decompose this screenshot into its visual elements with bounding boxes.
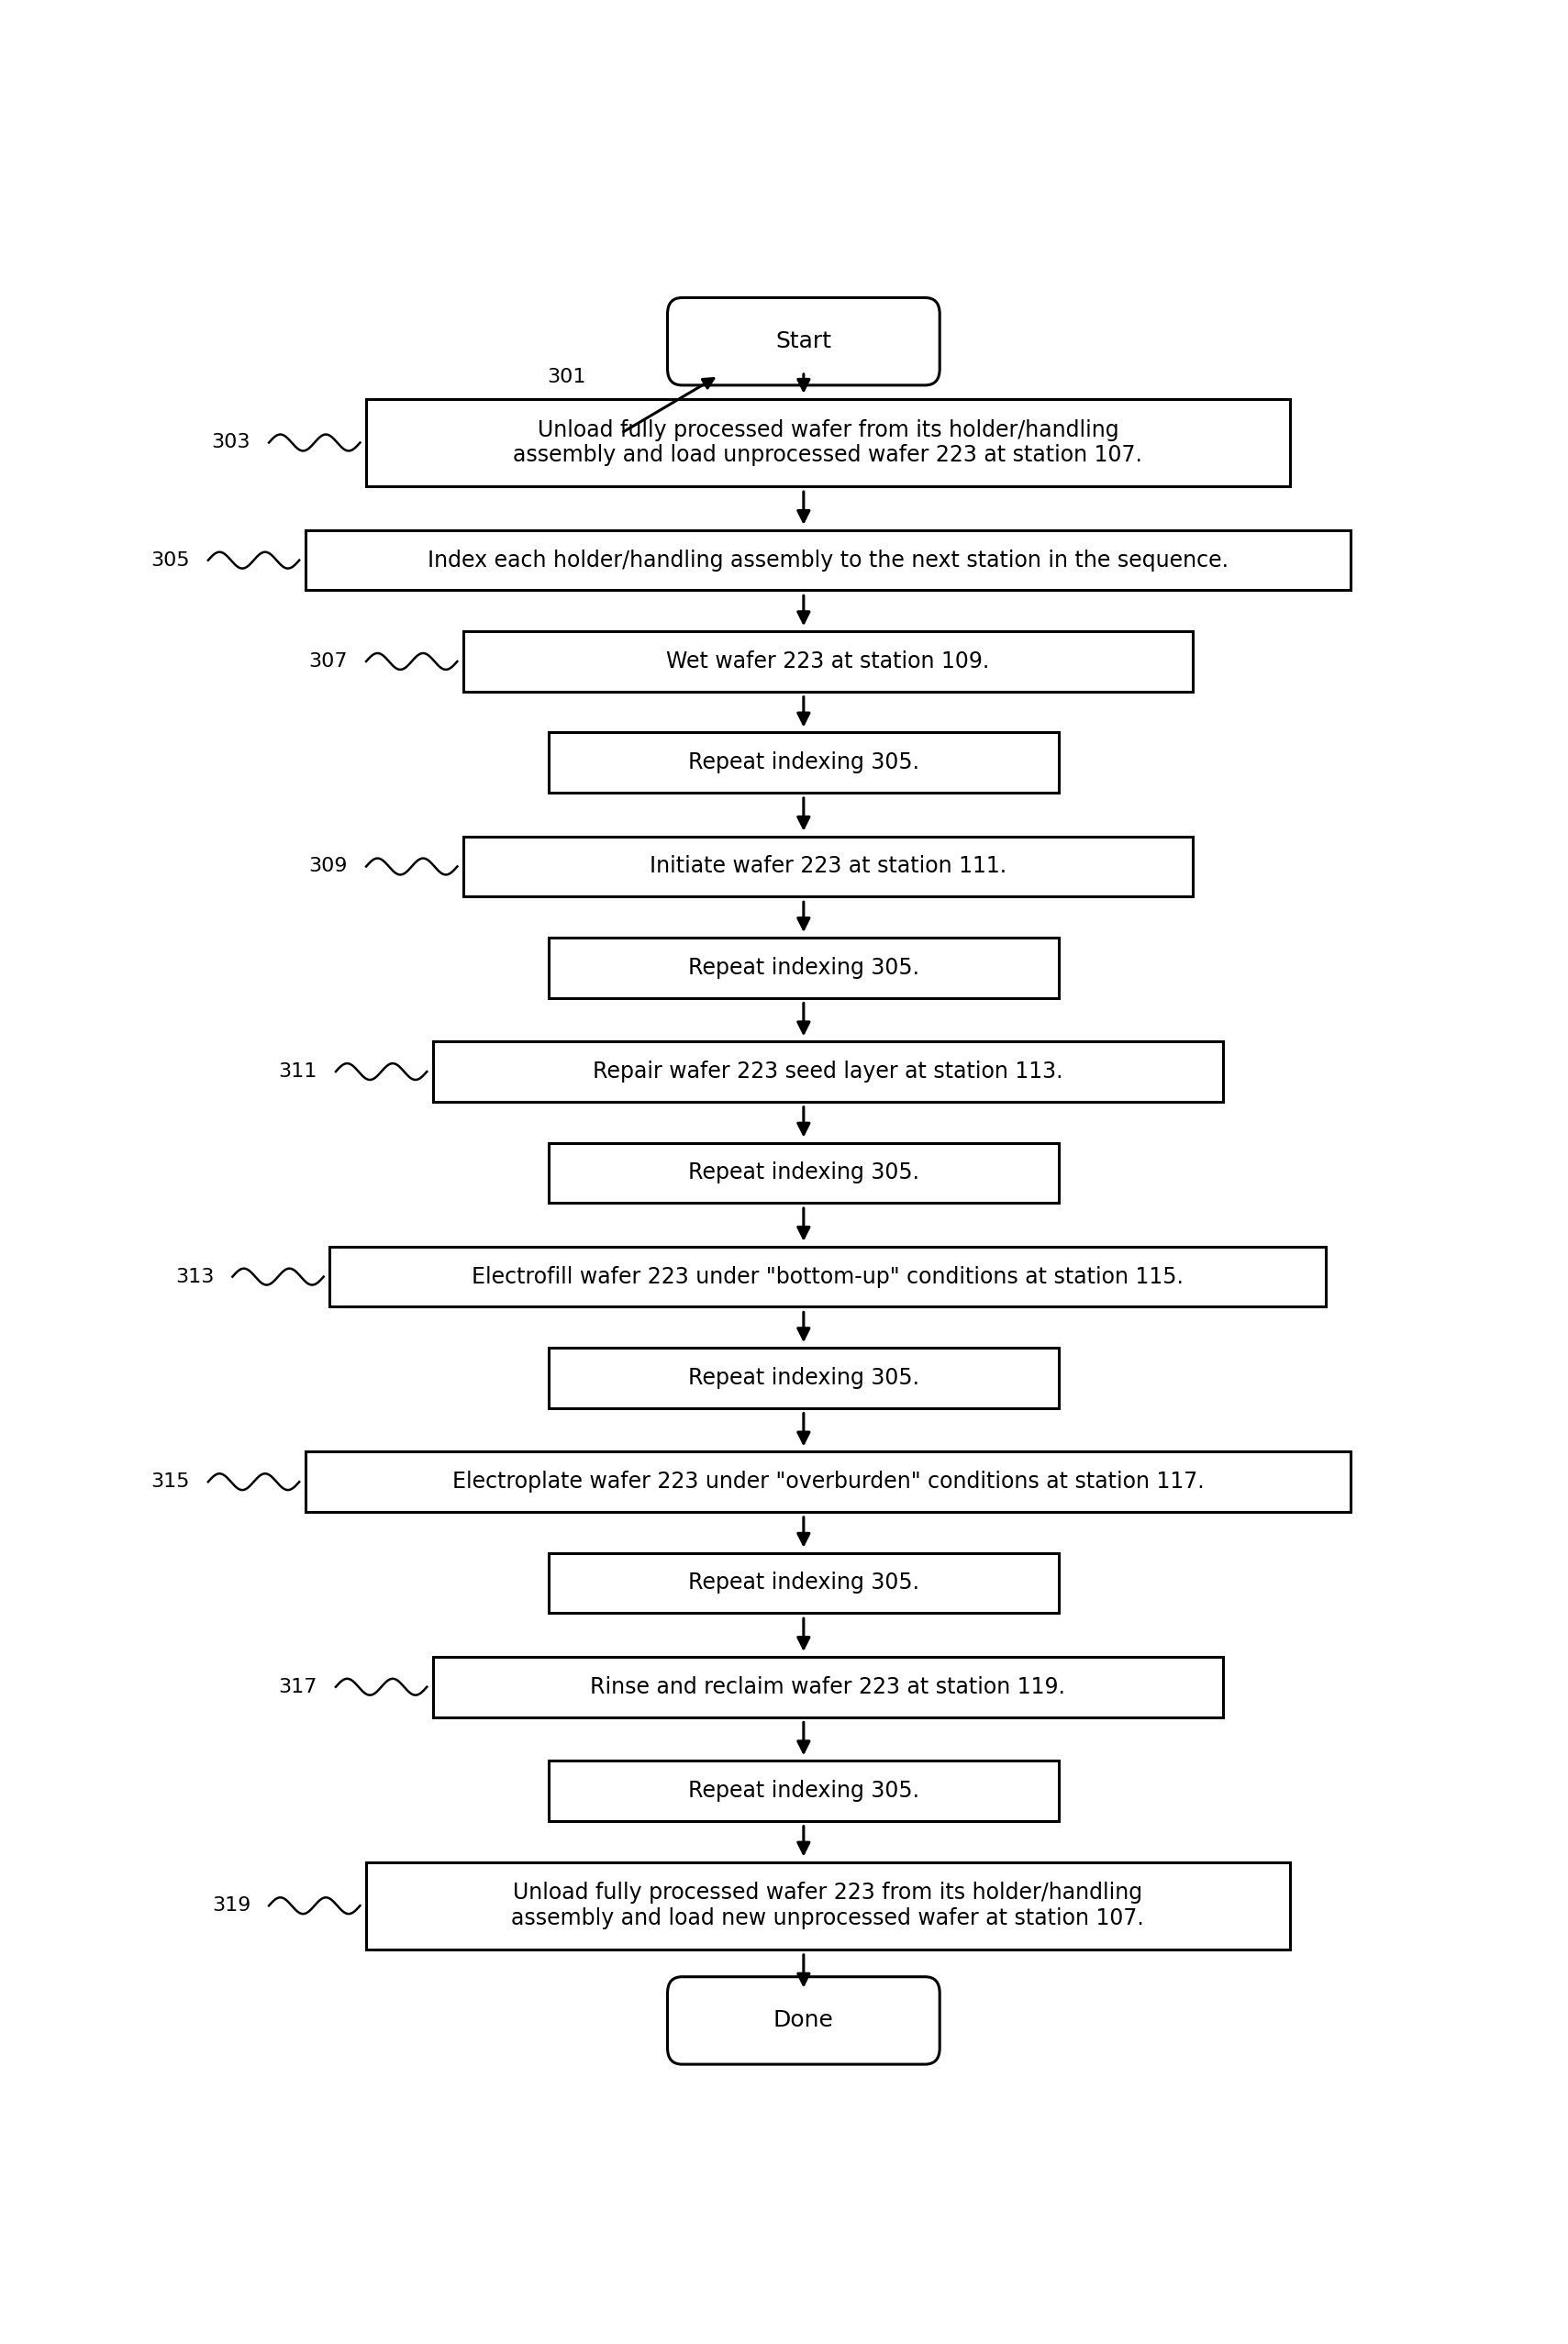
Text: 309: 309 <box>309 858 348 877</box>
FancyBboxPatch shape <box>668 1976 939 2065</box>
Text: 317: 317 <box>279 1678 317 1697</box>
Text: Repeat indexing 305.: Repeat indexing 305. <box>688 1367 919 1390</box>
Text: Electrofill wafer 223 under "bottom-up" conditions at station 115.: Electrofill wafer 223 under "bottom-up" … <box>472 1266 1184 1287</box>
Text: 315: 315 <box>151 1472 190 1491</box>
Text: Rinse and reclaim wafer 223 at station 119.: Rinse and reclaim wafer 223 at station 1… <box>590 1676 1066 1697</box>
Bar <box>549 1142 1058 1202</box>
Text: Repair wafer 223 seed layer at station 113.: Repair wafer 223 seed layer at station 1… <box>593 1059 1063 1083</box>
Text: 301: 301 <box>547 368 586 387</box>
Text: Repeat indexing 305.: Repeat indexing 305. <box>688 1163 919 1184</box>
Text: Done: Done <box>773 2009 834 2032</box>
Bar <box>549 1552 1058 1613</box>
Text: Repeat indexing 305.: Repeat indexing 305. <box>688 1779 919 1803</box>
Bar <box>433 1041 1223 1102</box>
Text: Initiate wafer 223 at station 111.: Initiate wafer 223 at station 111. <box>649 856 1007 877</box>
Text: Wet wafer 223 at station 109.: Wet wafer 223 at station 109. <box>666 649 989 673</box>
Bar <box>549 1348 1058 1409</box>
Bar <box>306 530 1350 591</box>
Bar <box>549 731 1058 792</box>
Text: Unload fully processed wafer from its holder/handling
assembly and load unproces: Unload fully processed wafer from its ho… <box>513 420 1143 466</box>
Bar <box>464 837 1193 895</box>
Text: 311: 311 <box>279 1062 317 1081</box>
Bar <box>367 398 1290 485</box>
Text: 307: 307 <box>309 652 348 670</box>
Bar <box>329 1247 1327 1306</box>
FancyBboxPatch shape <box>668 298 939 384</box>
Text: Repeat indexing 305.: Repeat indexing 305. <box>688 956 919 980</box>
Text: Start: Start <box>776 331 831 352</box>
Bar <box>549 1760 1058 1821</box>
Text: Repeat indexing 305.: Repeat indexing 305. <box>688 752 919 774</box>
Bar <box>367 1861 1290 1950</box>
Text: Index each holder/handling assembly to the next station in the sequence.: Index each holder/handling assembly to t… <box>428 548 1228 572</box>
Text: Repeat indexing 305.: Repeat indexing 305. <box>688 1573 919 1594</box>
Bar <box>464 631 1193 691</box>
Bar <box>549 938 1058 999</box>
Text: 303: 303 <box>212 434 251 452</box>
Text: 305: 305 <box>151 551 190 570</box>
Bar <box>433 1657 1223 1716</box>
Text: Unload fully processed wafer 223 from its holder/handling
assembly and load new : Unload fully processed wafer 223 from it… <box>511 1882 1145 1929</box>
Text: Electroplate wafer 223 under "overburden" conditions at station 117.: Electroplate wafer 223 under "overburden… <box>452 1470 1204 1493</box>
Bar <box>306 1451 1350 1512</box>
Text: 319: 319 <box>212 1896 251 1915</box>
Text: 313: 313 <box>176 1268 215 1287</box>
